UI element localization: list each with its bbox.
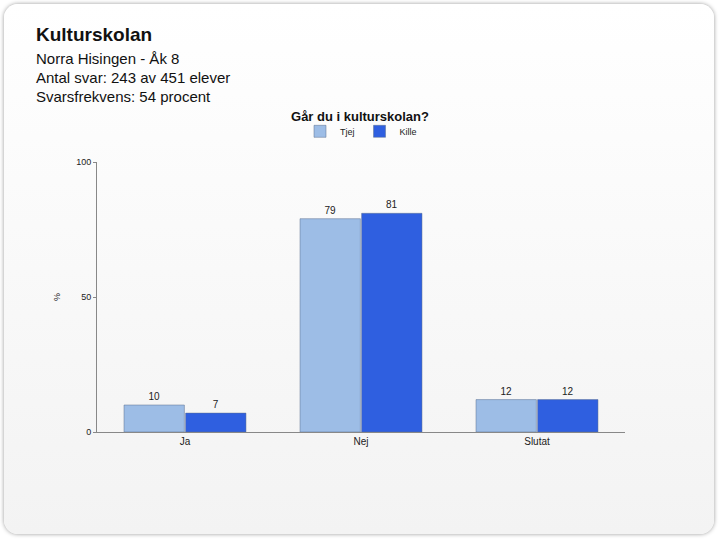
html-text:Kulturskolan: Kulturskolan <box>36 24 153 45</box>
svg-text:100: 100 <box>76 157 91 167</box>
svg-text:81: 81 <box>386 199 398 210</box>
svg-text:7: 7 <box>213 399 219 410</box>
svg-text:79: 79 <box>324 205 336 216</box>
html-text:Svarsfrekvens: 54 procent: Svarsfrekvens: 54 procent <box>36 88 211 105</box>
svg-text:Kille: Kille <box>400 127 417 137</box>
html-text:Norra Hisingen - Åk 8: Norra Hisingen - Åk 8 <box>36 50 180 67</box>
svg-text:Slutat: Slutat <box>524 436 550 447</box>
svg-text:50: 50 <box>81 292 91 302</box>
svg-text:10: 10 <box>148 391 160 402</box>
svg-text:12: 12 <box>500 386 512 397</box>
svg-text:Ja: Ja <box>180 436 191 447</box>
html-text:Antal svar: 243 av 451 elever: Antal svar: 243 av 451 elever <box>36 69 231 86</box>
svg-text:Tjej: Tjej <box>340 127 355 137</box>
svg-text:0: 0 <box>86 427 91 437</box>
svg-text:Nej: Nej <box>353 436 368 447</box>
svg-text:12: 12 <box>562 386 574 397</box>
svg-text:%: % <box>52 293 62 301</box>
svg-text:Går du i kulturskolan?: Går du i kulturskolan? <box>291 109 429 124</box>
